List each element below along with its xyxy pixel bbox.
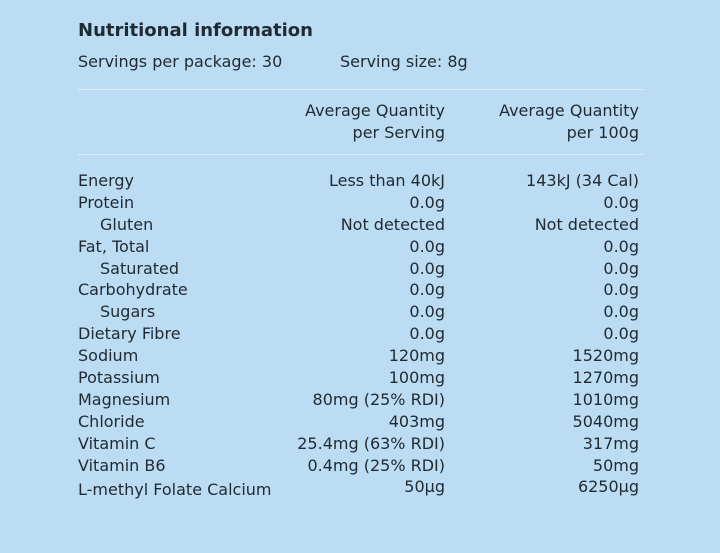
table-row: Protein 0.0g 0.0g: [78, 192, 644, 214]
per-100g-value: 6250µg: [577, 477, 639, 497]
table-row: Fat, Total 0.0g 0.0g: [78, 236, 644, 258]
serving-size: Serving size: 8g: [340, 52, 468, 71]
per-serving-value: 100mg: [388, 368, 445, 388]
table-row: Dietary Fibre 0.0g 0.0g: [78, 323, 644, 345]
per-serving-value: 0.0g: [409, 324, 445, 344]
per-100g-value: 1010mg: [572, 389, 639, 409]
table-row: Vitamin C 25.4mg (63% RDI) 317mg: [78, 433, 644, 455]
table-row: Energy Less than 40kJ 143kJ (34 Cal): [78, 170, 644, 192]
table-row: Vitamin B6 0.4mg (25% RDI) 50mg: [78, 455, 644, 477]
per-serving-value: Not detected: [340, 214, 445, 234]
per-100g-value: 0.0g: [603, 192, 639, 212]
per-100g-value: 0.0g: [603, 236, 639, 256]
per-100g-value: 50mg: [592, 455, 639, 475]
per-serving-value: Less than 40kJ: [328, 171, 445, 190]
per-serving-value: 0.0g: [409, 192, 445, 212]
column-header-line: Average Quantity: [499, 101, 639, 120]
per-serving-value: 0.0g: [409, 302, 445, 322]
table-row: Chloride 403mg 5040mg: [78, 411, 644, 433]
column-header-line: per 100g: [566, 123, 639, 142]
nutrient-name: L-methyl Folate Calcium: [78, 480, 272, 500]
table-row: Sodium 120mg 1520mg: [78, 345, 644, 367]
per-serving-value: 403mg: [388, 411, 445, 431]
column-header-per-serving: Average Quantity per Serving: [305, 100, 445, 144]
per-100g-value: 1270mg: [572, 368, 639, 388]
per-100g-value: 0.0g: [603, 280, 639, 300]
per-100g-value: 143kJ (34 Cal): [526, 171, 639, 190]
nutrient-name: Sodium: [78, 346, 139, 366]
nutrient-name: Gluten: [100, 214, 154, 234]
per-serving-value: 0.0g: [409, 280, 445, 300]
table-divider: [78, 154, 644, 155]
column-header-line: per Serving: [352, 123, 445, 142]
per-100g-value: 0.0g: [603, 324, 639, 344]
nutrient-name: Saturated: [100, 258, 180, 278]
per-100g-value: Not detected: [534, 214, 639, 234]
column-header-line: Average Quantity: [305, 101, 445, 120]
per-serving-value: 0.4mg (25% RDI): [307, 455, 445, 475]
per-serving-value: 80mg (25% RDI): [312, 389, 445, 409]
per-100g-value: 0.0g: [603, 302, 639, 322]
nutrient-name: Dietary Fibre: [78, 324, 181, 344]
nutrient-name: Protein: [78, 192, 135, 212]
table-row: Potassium 100mg 1270mg: [78, 367, 644, 389]
per-serving-value: 50µg: [404, 477, 445, 497]
nutrient-name: Sugars: [100, 302, 156, 322]
per-serving-value: 0.0g: [409, 258, 445, 278]
table-row: Saturated 0.0g 0.0g: [78, 258, 644, 280]
per-100g-value: 0.0g: [603, 258, 639, 278]
column-header-per-100g: Average Quantity per 100g: [499, 100, 639, 144]
nutrient-name: Potassium: [78, 368, 160, 388]
nutrient-name: Energy: [78, 171, 135, 190]
nutrient-name: Chloride: [78, 411, 145, 431]
per-100g-value: 317mg: [582, 433, 639, 453]
table-row: Gluten Not detected Not detected: [78, 214, 644, 236]
table-row: Magnesium 80mg (25% RDI) 1010mg: [78, 389, 644, 411]
nutrient-name: Carbohydrate: [78, 280, 188, 300]
table-row: Carbohydrate 0.0g 0.0g: [78, 279, 644, 301]
header-divider: [78, 89, 644, 90]
servings-per-package: Servings per package: 30: [78, 52, 283, 71]
per-100g-value: 5040mg: [572, 411, 639, 431]
per-100g-value: 1520mg: [572, 346, 639, 366]
nutrient-name: Vitamin B6: [78, 455, 166, 475]
per-serving-value: 25.4mg (63% RDI): [297, 433, 445, 453]
table-row: L-methyl Folate Calcium 50µg 6250µg: [78, 476, 644, 500]
per-serving-value: 120mg: [388, 346, 445, 366]
nutrient-name: Fat, Total: [78, 236, 150, 256]
nutrient-name: Magnesium: [78, 389, 171, 409]
panel-title: Nutritional information: [78, 20, 313, 41]
nutrient-name: Vitamin C: [78, 433, 156, 453]
table-row: Sugars 0.0g 0.0g: [78, 301, 644, 323]
nutrient-table: Energy Less than 40kJ 143kJ (34 Cal) Pro…: [78, 170, 644, 500]
per-serving-value: 0.0g: [409, 236, 445, 256]
